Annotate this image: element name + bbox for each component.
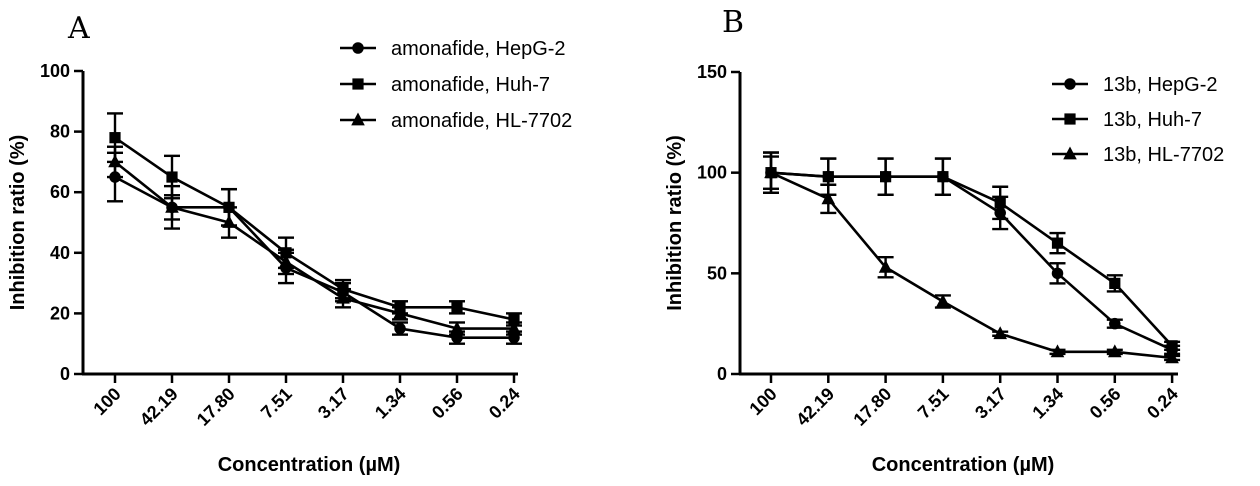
x-tick-label: 100 [745, 384, 780, 419]
y-tick-label: 80 [50, 122, 70, 142]
panel-label: A [67, 11, 90, 46]
legend-label: amonafide, Huh-7 [391, 74, 550, 96]
data-point [1167, 340, 1178, 351]
x-axis-title: Concentration (µM) [872, 454, 1055, 476]
x-tick-label: 7.51 [257, 384, 296, 423]
x-tick-label: 17.80 [849, 384, 895, 430]
x-tick-label: 7.51 [914, 384, 953, 423]
series-triangle [763, 157, 1180, 364]
x-tick-label: 1.34 [1028, 384, 1067, 423]
data-point [1109, 278, 1120, 289]
panel-label: B [722, 5, 744, 40]
legend-label: amonafide, HepG-2 [391, 38, 566, 60]
y-tick-label: 50 [707, 263, 727, 283]
x-tick-label: 3.17 [971, 384, 1010, 423]
y-tick-label: 0 [717, 364, 727, 384]
x-axis-title: Concentration (µM) [218, 454, 401, 476]
chart-panel-a: A 0 20 40 60 80 100 100 42.1917.80 7.51 3.17 1.34 0.… [7, 11, 572, 476]
legend-marker [1064, 113, 1075, 124]
y-tick-label: 60 [50, 182, 70, 202]
x-tick-label: 0.56 [428, 384, 467, 423]
legend-marker [352, 78, 363, 89]
y-tick-label: 20 [50, 303, 70, 323]
data-point [166, 171, 177, 182]
y-tick-label: 0 [60, 364, 70, 384]
y-tick-label: 100 [697, 163, 727, 183]
x-tick-label: 42.19 [792, 384, 838, 430]
data-point [1052, 238, 1063, 249]
x-tick-label: 3.17 [314, 384, 353, 423]
x-tick-label: 0.24 [1143, 384, 1182, 423]
legend-label: 13b, Huh-7 [1103, 109, 1202, 131]
x-tick-label: 17.80 [193, 384, 239, 430]
data-point [109, 132, 120, 143]
legend-marker [352, 42, 364, 54]
x-tick-label: 0.24 [485, 384, 524, 423]
y-tick-label: 40 [50, 243, 70, 263]
x-tick-label: 1.34 [371, 384, 410, 423]
chart-panel-b: B 0 50 100 150 100 42.1917.80 7.51 3.17 1.34 0.56 0… [664, 5, 1224, 476]
legend: amonafide, HepG-2 amonafide, Huh-7 amonafi… [340, 38, 572, 132]
y-tick-label: 100 [40, 61, 70, 81]
legend-label: 13b, HL-7702 [1103, 144, 1224, 166]
legend-label: 13b, HepG-2 [1103, 74, 1218, 96]
data-point [880, 171, 891, 182]
data-point [394, 323, 406, 335]
data-point [451, 302, 462, 313]
legend: 13b, HepG-2 13b, Huh-7 13b, HL-7702 [1052, 74, 1224, 166]
x-tick-label: 0.56 [1086, 384, 1125, 423]
y-axis-title: Inhibition ratio (%) [7, 135, 29, 311]
data-point [1052, 268, 1064, 280]
legend-marker [1064, 78, 1076, 90]
legend-label: amonafide, HL-7702 [391, 110, 572, 132]
data-point [1109, 318, 1121, 330]
x-tick-label: 100 [89, 384, 124, 419]
y-axis-title: Inhibition ratio (%) [664, 135, 686, 311]
data-point [995, 197, 1006, 208]
x-tick-label: 42.19 [136, 384, 182, 430]
series-circle [763, 153, 1180, 356]
y-tick-label: 150 [697, 62, 727, 82]
data-point [937, 171, 948, 182]
data-point [823, 171, 834, 182]
